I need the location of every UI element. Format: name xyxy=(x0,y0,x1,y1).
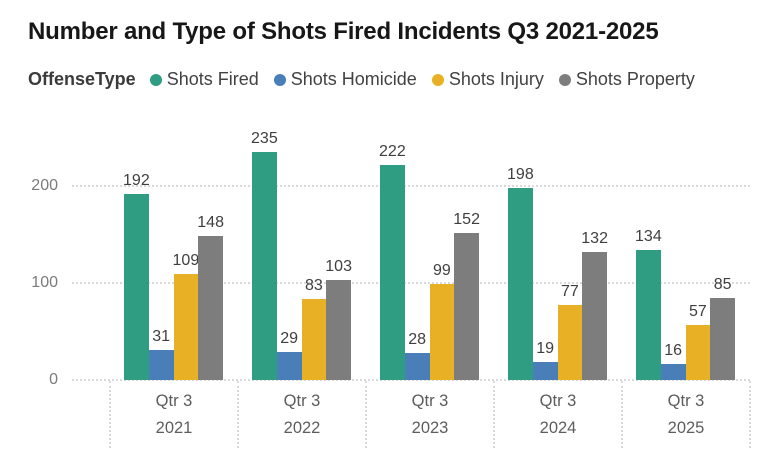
bar-value-label: 198 xyxy=(507,165,534,183)
legend-item-label: Shots Homicide xyxy=(290,69,417,89)
category-year-label: 2022 xyxy=(283,419,321,437)
legend-item-shots-property[interactable]: Shots Property xyxy=(558,69,695,90)
bar-shots-homicide-2021[interactable] xyxy=(148,349,174,380)
bar-value-label: 28 xyxy=(408,330,427,348)
legend-item-shots-fired[interactable]: Shots Fired xyxy=(149,69,259,90)
category-quarter-label: Qtr 3 xyxy=(667,392,705,410)
bar-value-label: 109 xyxy=(172,252,200,270)
category-separator xyxy=(749,381,751,448)
bar-shots-homicide-2024[interactable] xyxy=(532,361,558,380)
category-year-label: 2021 xyxy=(155,419,193,437)
gridline-y-0 xyxy=(72,379,750,381)
category-quarter-label: Qtr 3 xyxy=(539,392,577,410)
legend-item-label: Shots Fired xyxy=(166,69,259,89)
legend-items: Shots Fired Shots Homicide Shots Injury Sho… xyxy=(149,69,710,91)
legend: OffenseType Shots Fired Shots Homicide Sho… xyxy=(28,69,710,91)
legend-swatch-icon xyxy=(273,73,286,86)
bar-shots-fired-2022[interactable] xyxy=(252,152,277,380)
y-axis-tick-label: 200 xyxy=(31,177,58,194)
gridline-y-200 xyxy=(72,185,750,187)
category-quarter-label: Qtr 3 xyxy=(411,392,449,410)
chart-title: Number and Type of Shots Fired Incidents… xyxy=(28,18,659,45)
legend-item-label: Shots Injury xyxy=(448,69,544,89)
bar-shots-property-2024[interactable] xyxy=(582,251,607,380)
x-axis-category-label: Qtr 3 2023 xyxy=(375,388,485,442)
bar-shots-injury-2022[interactable] xyxy=(301,299,327,380)
bar-value-label: 85 xyxy=(713,275,732,293)
category-separator xyxy=(237,381,239,448)
bar-shots-property-2022[interactable] xyxy=(326,280,351,380)
bar-shots-homicide-2023[interactable] xyxy=(404,352,430,380)
bar-shots-property-2021[interactable] xyxy=(198,236,223,380)
bar-shots-fired-2021[interactable] xyxy=(124,193,149,380)
bar-shots-injury-2023[interactable] xyxy=(429,283,455,380)
category-year-label: 2024 xyxy=(539,419,577,437)
legend-swatch-icon xyxy=(149,73,162,86)
bar-shots-injury-2025[interactable] xyxy=(685,324,711,380)
bar-value-label: 134 xyxy=(635,228,662,246)
legend-swatch-icon xyxy=(431,73,444,86)
bar-shots-fired-2023[interactable] xyxy=(380,164,405,380)
category-separator xyxy=(109,381,111,448)
bar-value-label: 222 xyxy=(379,142,406,160)
category-separator xyxy=(621,381,623,448)
legend-swatch-icon xyxy=(558,73,571,86)
bar-shots-property-2025[interactable] xyxy=(710,297,735,380)
y-axis-tick-label: 100 xyxy=(31,274,58,291)
bar-value-label: 152 xyxy=(453,210,480,228)
x-axis-category-label: Qtr 3 2025 xyxy=(631,388,741,442)
x-axis-category-label: Qtr 3 2021 xyxy=(119,388,229,442)
category-year-label: 2025 xyxy=(667,419,705,437)
bar-value-label: 148 xyxy=(197,214,224,232)
x-axis-category-label: Qtr 3 2024 xyxy=(503,388,613,442)
bar-value-label: 77 xyxy=(560,283,579,301)
bar-shots-homicide-2025[interactable] xyxy=(660,364,686,380)
bar-value-label: 192 xyxy=(123,171,150,189)
bar-shots-injury-2021[interactable] xyxy=(173,274,199,380)
bar-value-label: 235 xyxy=(251,130,278,148)
category-quarter-label: Qtr 3 xyxy=(283,392,321,410)
bar-value-label: 16 xyxy=(664,342,683,360)
bar-value-label: 99 xyxy=(432,261,451,279)
bar-value-label: 57 xyxy=(688,302,707,320)
legend-item-shots-homicide[interactable]: Shots Homicide xyxy=(273,69,417,90)
category-separator xyxy=(365,381,367,448)
legend-item-label: Shots Property xyxy=(575,69,695,89)
bar-shots-homicide-2022[interactable] xyxy=(276,351,302,380)
legend-title: OffenseType xyxy=(28,69,136,90)
bar-shots-property-2023[interactable] xyxy=(454,232,479,380)
bar-value-label: 83 xyxy=(304,277,323,295)
bar-value-label: 103 xyxy=(325,258,352,276)
bar-shots-fired-2025[interactable] xyxy=(636,250,661,380)
category-separator xyxy=(493,381,495,448)
bar-value-label: 29 xyxy=(280,329,299,347)
legend-item-shots-injury[interactable]: Shots Injury xyxy=(431,69,544,90)
bar-value-label: 31 xyxy=(152,327,171,345)
bar-value-label: 132 xyxy=(581,229,608,247)
category-quarter-label: Qtr 3 xyxy=(155,392,193,410)
bar-shots-injury-2024[interactable] xyxy=(557,305,583,380)
gridline-y-100 xyxy=(72,282,750,284)
bar-value-label: 19 xyxy=(536,339,555,357)
category-year-label: 2023 xyxy=(411,419,449,437)
x-axis-category-label: Qtr 3 2022 xyxy=(247,388,357,442)
y-axis-tick-label: 0 xyxy=(49,371,58,388)
bar-shots-fired-2024[interactable] xyxy=(508,187,533,380)
